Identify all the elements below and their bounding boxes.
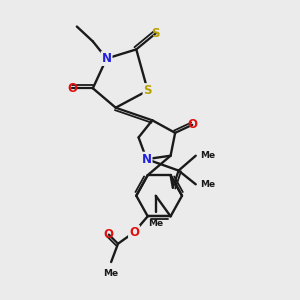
- Text: S: S: [143, 84, 152, 97]
- Text: N: N: [102, 52, 112, 65]
- Text: Me: Me: [103, 269, 119, 278]
- Text: Me: Me: [148, 219, 163, 228]
- Text: O: O: [104, 228, 114, 241]
- Text: O: O: [67, 82, 77, 95]
- Text: Me: Me: [200, 180, 215, 189]
- Text: O: O: [187, 118, 197, 131]
- Text: S: S: [152, 27, 160, 40]
- Text: N: N: [142, 153, 152, 166]
- Text: Me: Me: [200, 151, 215, 160]
- Text: O: O: [129, 226, 139, 239]
